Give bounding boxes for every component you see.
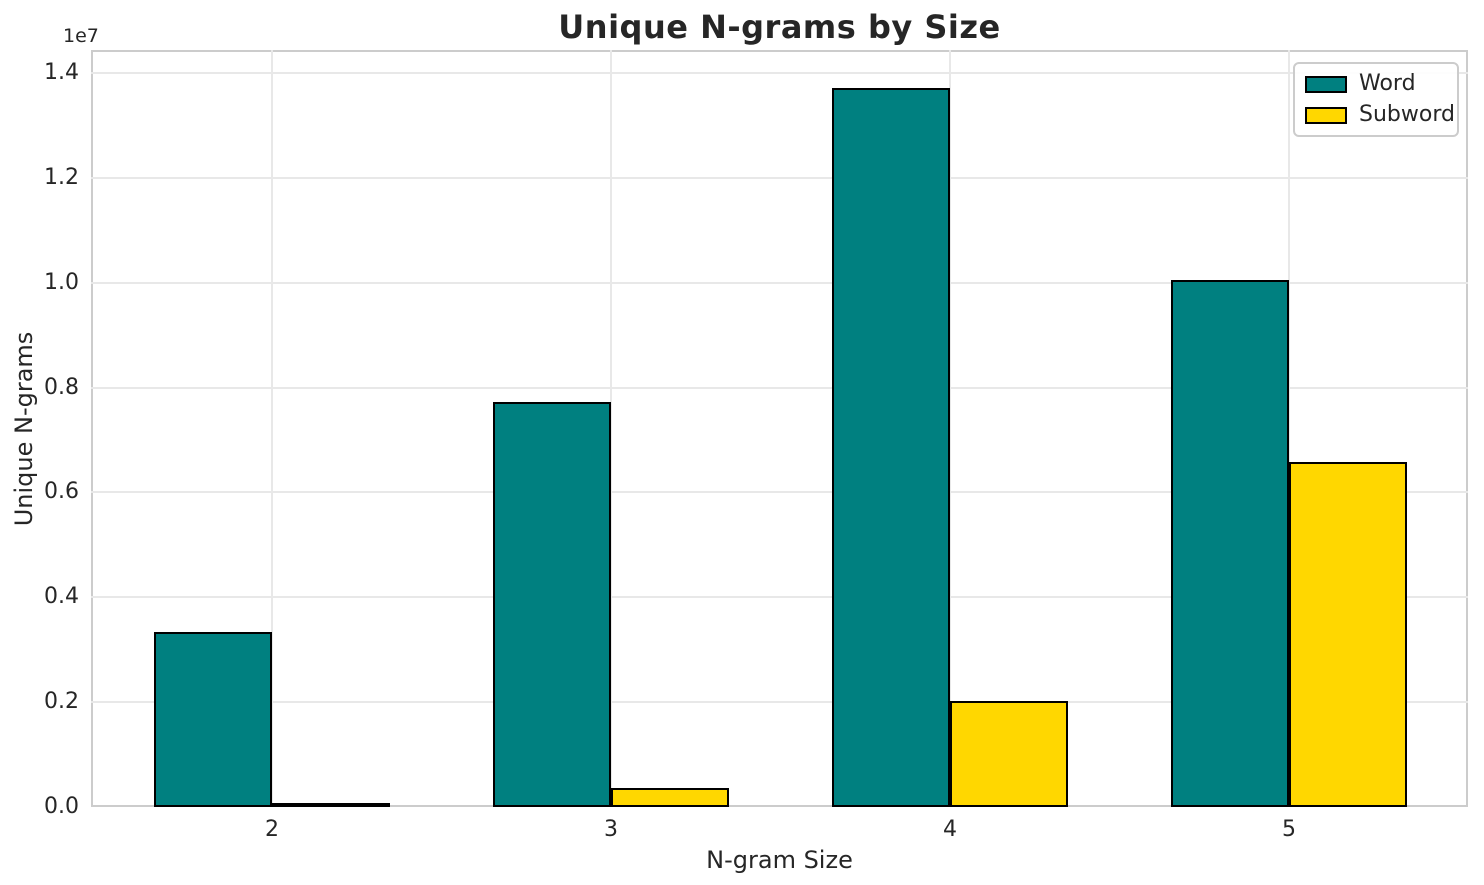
y-tick-label: 0.0 bbox=[44, 794, 79, 819]
h-gridline bbox=[91, 281, 1468, 284]
y-tick-label: 0.6 bbox=[44, 479, 79, 505]
v-gridline bbox=[271, 50, 273, 807]
h-gridline bbox=[91, 72, 1468, 75]
bar-subword-n3 bbox=[611, 787, 729, 807]
plot-area bbox=[91, 50, 1468, 807]
bar-subword-n4 bbox=[950, 701, 1068, 807]
chart-title: Unique N-grams by Size bbox=[558, 8, 1001, 46]
v-gridline bbox=[610, 50, 612, 807]
y-tick-label: 0.8 bbox=[44, 374, 79, 400]
plot-spine-left bbox=[91, 50, 93, 807]
y-axis-offset-text: 1e7 bbox=[63, 25, 99, 47]
v-gridline bbox=[1288, 50, 1290, 807]
y-tick-label: 0.4 bbox=[44, 584, 79, 610]
legend: Word Subword bbox=[1293, 62, 1459, 137]
v-gridline bbox=[949, 50, 951, 807]
legend-swatch-subword bbox=[1305, 106, 1347, 124]
y-tick-label: 0.2 bbox=[44, 689, 79, 715]
plot-spine-bottom bbox=[91, 805, 1468, 807]
y-tick-label: 1.0 bbox=[44, 269, 79, 295]
h-gridline bbox=[91, 386, 1468, 389]
bar-subword-n5 bbox=[1289, 461, 1407, 807]
y-tick-label: 1.4 bbox=[44, 60, 79, 86]
h-gridline bbox=[91, 701, 1468, 704]
legend-label: Subword bbox=[1359, 102, 1455, 127]
bar-word-n4 bbox=[832, 87, 950, 807]
x-tick-label: 4 bbox=[943, 817, 957, 842]
legend-item-subword: Subword bbox=[1305, 103, 1455, 127]
legend-label: Word bbox=[1359, 71, 1416, 96]
plot-spine-top bbox=[91, 50, 1468, 52]
bar-subword-n2 bbox=[272, 803, 390, 807]
y-tick-label: 1.2 bbox=[44, 164, 79, 190]
x-axis-label: N-gram Size bbox=[706, 846, 853, 874]
h-gridline bbox=[91, 491, 1468, 494]
bar-word-n2 bbox=[154, 631, 272, 807]
legend-item-word: Word bbox=[1305, 72, 1447, 96]
bar-word-n3 bbox=[493, 402, 611, 807]
plot-spine-right bbox=[1466, 50, 1468, 807]
x-tick-label: 5 bbox=[1282, 817, 1296, 842]
h-gridline bbox=[91, 176, 1468, 179]
h-gridline bbox=[91, 596, 1468, 599]
x-tick-label: 2 bbox=[265, 817, 279, 842]
x-tick-label: 3 bbox=[604, 817, 618, 842]
bar-word-n5 bbox=[1171, 279, 1289, 807]
legend-swatch-word bbox=[1305, 75, 1347, 93]
